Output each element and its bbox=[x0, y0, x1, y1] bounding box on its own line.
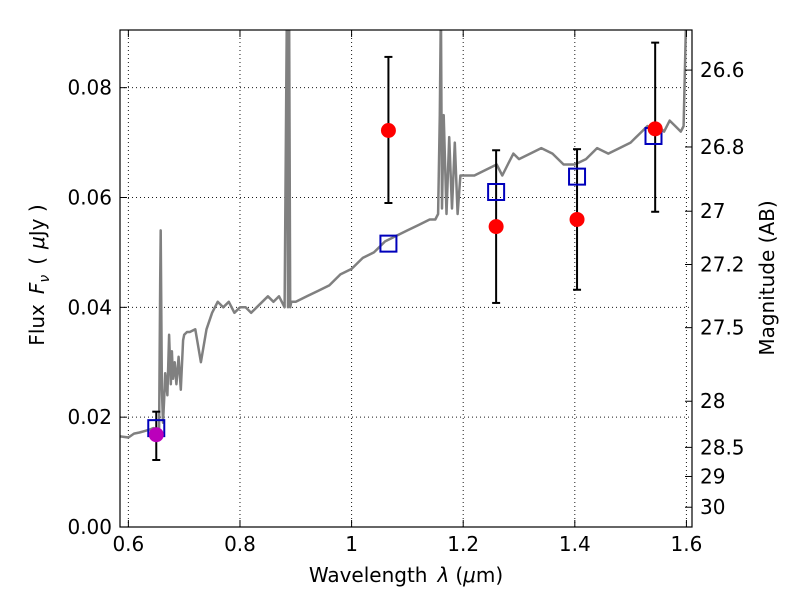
y2-tick-label: 29 bbox=[700, 464, 725, 488]
y-axis-label-subscript: ν bbox=[37, 275, 53, 283]
sed-model-line bbox=[120, 30, 688, 439]
x-axis-label-unit-mu: μ bbox=[462, 563, 476, 587]
y2-axis-label: Magnitude (AB) bbox=[755, 200, 779, 355]
model-point bbox=[379, 234, 398, 253]
y2-tick-label: 30 bbox=[700, 495, 725, 519]
x-axis-label-unit-open: ( bbox=[455, 563, 463, 587]
y2-tick-label: 26.6 bbox=[700, 58, 745, 82]
y2-tick-label: 27.5 bbox=[700, 316, 745, 340]
y2-tick-label: 28.5 bbox=[700, 435, 745, 459]
x-axis-label-unit-rest: m) bbox=[476, 563, 503, 587]
y-axis-label: Flux Fν ( μJy ) bbox=[25, 204, 53, 345]
x-tick-label: 0.6 bbox=[112, 532, 144, 556]
y2-tick-label: 27.2 bbox=[700, 252, 745, 276]
model-point bbox=[568, 167, 587, 186]
y-tick-label: 0.02 bbox=[67, 405, 112, 429]
y2-tick-label: 28 bbox=[700, 389, 725, 413]
y-axis-label-prefix: Flux bbox=[25, 304, 49, 346]
x-tick-label: 1.2 bbox=[447, 532, 479, 556]
grid bbox=[120, 30, 692, 527]
model-point bbox=[487, 183, 506, 202]
y-tick-label: 0.00 bbox=[67, 515, 112, 539]
observed-point bbox=[380, 122, 396, 138]
y-tick-label: 0.08 bbox=[67, 76, 112, 100]
x-axis-label-prefix: Wavelength bbox=[309, 563, 428, 587]
observed-point bbox=[488, 219, 504, 235]
y-axis-label-unit-rest: Jy ) bbox=[25, 204, 49, 238]
y-tick-label: 0.04 bbox=[67, 295, 112, 319]
y2-tick-label: 26.8 bbox=[700, 135, 745, 159]
ticks bbox=[120, 30, 692, 528]
observed-point bbox=[569, 211, 585, 227]
observed-point bbox=[647, 121, 663, 137]
x-axis-label: Wavelength λ (μm) bbox=[309, 563, 503, 587]
x-axis-label-symbol: λ bbox=[436, 563, 449, 587]
x-tick-label: 0.8 bbox=[224, 532, 256, 556]
y-tick-label: 0.06 bbox=[67, 185, 112, 209]
y-axis-label-unit-open: ( bbox=[25, 257, 49, 265]
tick-labels: 0.6 0.8 1 1.2 1.4 1.6 0.00 0.02 0.04 0.06 0.08 26.6… bbox=[67, 58, 744, 556]
y-axis-label-symbol: F bbox=[25, 282, 49, 294]
x-tick-label: 1.4 bbox=[559, 532, 591, 556]
x-tick-label: 1 bbox=[345, 532, 358, 556]
chart-series bbox=[120, 30, 688, 462]
y2-tick-label: 27 bbox=[700, 199, 725, 223]
y-axis-label-unit-mu: μ bbox=[25, 236, 49, 250]
plot-frame bbox=[119, 29, 693, 528]
x-tick-label: 1.6 bbox=[671, 532, 703, 556]
special-point bbox=[148, 427, 164, 443]
